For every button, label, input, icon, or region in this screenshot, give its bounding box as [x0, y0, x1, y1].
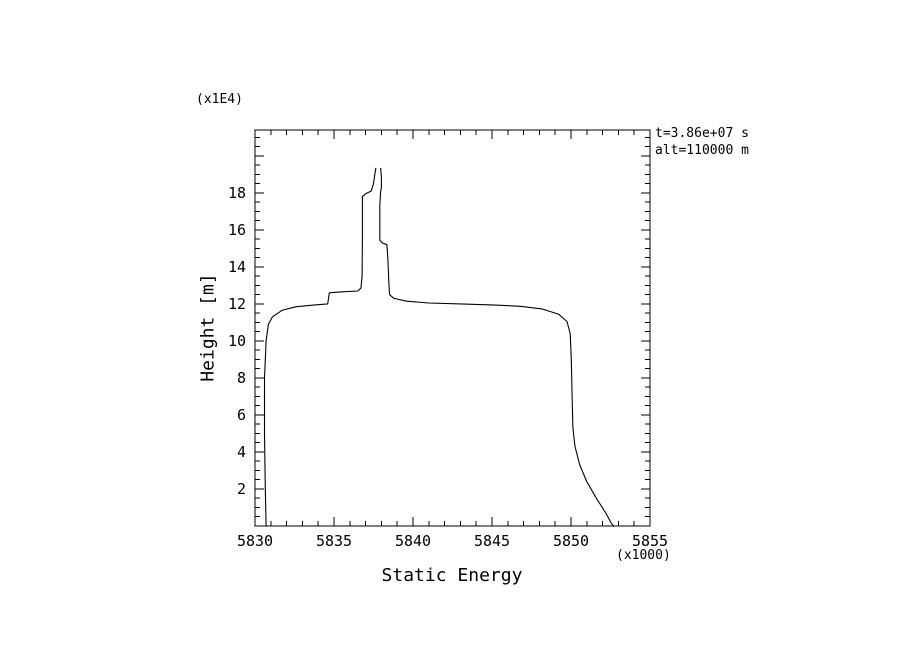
y-tick-label: 18: [228, 184, 246, 202]
x-tick-label: 5845: [474, 532, 510, 550]
y-tick-label: 12: [228, 295, 246, 313]
x-tick-label: 5835: [316, 532, 352, 550]
y-tick-label: 16: [228, 221, 246, 239]
x-tick-label: 5830: [237, 532, 273, 550]
y-axis-unit-label: (x1E4): [196, 92, 243, 107]
series-profile-left-branch: [263, 167, 377, 527]
y-tick-label: 4: [237, 443, 246, 461]
x-axis-unit-label: (x1000): [616, 548, 671, 563]
y-tick-label: 14: [228, 258, 246, 276]
y-axis-title: Height [m]: [197, 273, 219, 382]
x-tick-label: 5840: [395, 532, 431, 550]
y-tick-label: 6: [237, 406, 246, 424]
axes-box: [254, 129, 651, 527]
x-tick-label: 5850: [553, 532, 589, 550]
series-profile-right-branch: [379, 167, 615, 527]
annotation-altitude: alt=110000 m: [655, 143, 749, 158]
y-tick-label: 8: [237, 369, 246, 387]
y-tick-label: 10: [228, 332, 246, 350]
x-tick-label: 5855: [632, 532, 668, 550]
annotation-time: t=3.86e+07 s: [655, 126, 749, 141]
y-tick-label: 2: [237, 480, 246, 498]
x-axis-title: Static Energy: [381, 565, 523, 586]
